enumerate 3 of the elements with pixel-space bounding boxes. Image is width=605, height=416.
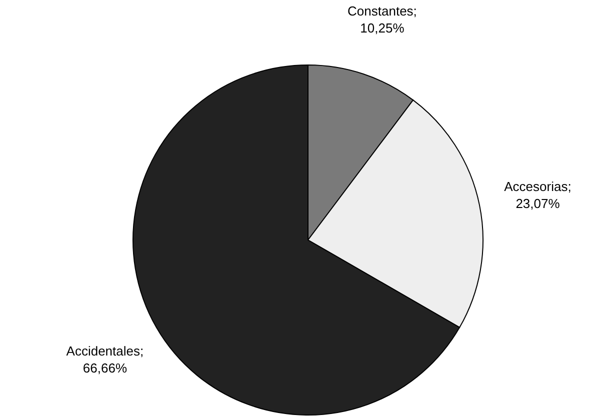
slice-label: Constantes; 10,25% [348,4,417,36]
slice-label: Accesorias; 23,07% [504,179,572,212]
slice-label: Accidentales; 66,66% [66,343,144,376]
